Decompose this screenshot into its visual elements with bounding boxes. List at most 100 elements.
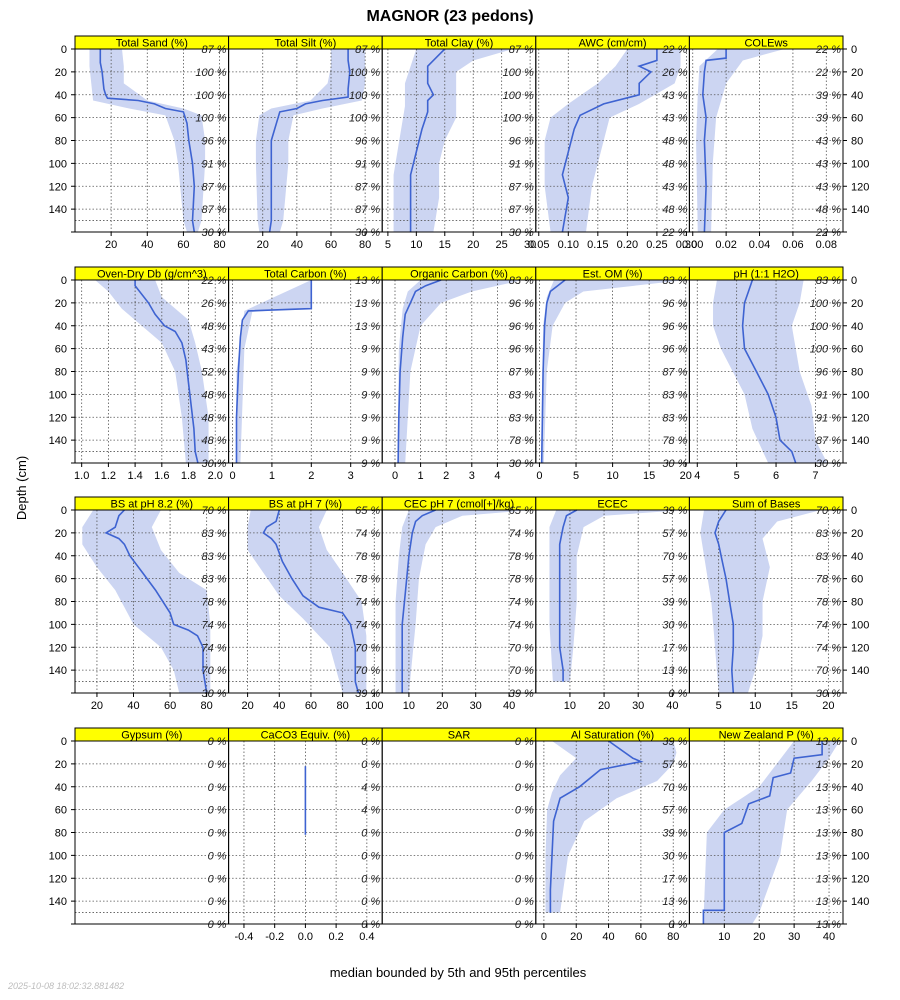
y-tick-label: 60 (55, 113, 67, 125)
pedon-pct-label: 100 % (503, 90, 534, 102)
y-tick-label: 40 (55, 551, 67, 563)
pedon-pct-label: 65 % (355, 505, 380, 517)
y-tick-label: 20 (851, 67, 863, 79)
pedon-pct-label: 83 % (509, 275, 534, 287)
panel-title: pH (1:1 H2O) (733, 269, 798, 281)
pedon-pct-label: 30 % (202, 458, 227, 470)
panel-title: BS at pH 8.2 (%) (111, 499, 194, 511)
pedon-pct-label: 91 % (355, 158, 380, 170)
panel: Total Sand (%) 87 % 100 % 100 % 100 % 96 % 91 … (49, 35, 230, 251)
x-tick-label: 0.15 (587, 239, 608, 251)
x-tick-label: 10 (410, 239, 422, 251)
pedon-pct-label: 74 % (816, 619, 841, 631)
pedon-pct-label: 96 % (509, 298, 534, 310)
y-tick-label: 100 (851, 619, 869, 631)
pedon-pct-label: 74 % (816, 642, 841, 654)
median-line (397, 279, 442, 464)
pedon-pct-label: 43 % (662, 181, 687, 193)
pedon-pct-label: 0 % (515, 736, 534, 748)
pedon-pct-label: 78 % (355, 551, 380, 563)
panel: BS at pH 8.2 (%) 70 % 83 % 83 % 83 % 78 % 74 %… (49, 496, 230, 712)
pedon-pct-label: 0 % (361, 759, 380, 771)
x-tick-label: 10 (564, 700, 576, 712)
y-tick-label: 0 (61, 736, 67, 748)
x-tick-label: -0.4 (234, 931, 253, 943)
x-tick-label: 80 (213, 239, 225, 251)
y-tick-label: 40 (851, 321, 863, 333)
panel: AWC (cm/cm) 22 % 26 % 43 % 43 % 48 % 48 % 43 % 4… (528, 35, 697, 251)
pedon-pct-label: 57 % (662, 759, 687, 771)
x-tick-label: 20 (598, 700, 610, 712)
y-tick-label: 80 (851, 597, 863, 609)
y-tick-label: 80 (851, 367, 863, 379)
y-tick-label: 120 (851, 873, 869, 885)
pedon-pct-label: 65 % (509, 505, 534, 517)
pedon-pct-label: 87 % (202, 204, 227, 216)
pedon-pct-label: 96 % (662, 344, 687, 356)
y-tick-label: 20 (851, 528, 863, 540)
y-tick-label: 140 (851, 435, 869, 447)
pedon-pct-label: 39 % (662, 505, 687, 517)
pedon-pct-label: 78 % (816, 597, 841, 609)
x-tick-label: 15 (643, 470, 655, 482)
y-tick-label: 60 (851, 574, 863, 586)
timestamp: 2025-10-08 18:02:32.881482 (7, 981, 124, 991)
pedon-pct-label: 91 % (509, 158, 534, 170)
x-tick-label: 10 (749, 700, 761, 712)
panel-title: Organic Carbon (%) (410, 269, 508, 281)
x-tick-label: 0 (229, 470, 235, 482)
percentile-band (393, 49, 514, 232)
pedon-pct-label: 9 % (361, 458, 380, 470)
pedon-pct-label: 0 % (361, 896, 380, 908)
x-tick-label: 0.02 (715, 239, 736, 251)
pedon-pct-label: 0 % (515, 919, 534, 931)
pedon-pct-label: 0 % (668, 919, 687, 931)
pedon-pct-label: 0 % (515, 873, 534, 885)
y-tick-label: 0 (61, 275, 67, 287)
panel-title: Total Carbon (%) (264, 269, 347, 281)
panel-title: COLEws (744, 38, 788, 50)
pedon-pct-label: 13 % (816, 850, 841, 862)
x-tick-label: 100 (365, 700, 383, 712)
pedon-pct-label: 96 % (662, 321, 687, 333)
panel-title: Al Saturation (%) (571, 730, 654, 742)
x-tick-label: 0.10 (558, 239, 579, 251)
panel: Total Clay (%) 87 % 100 % 100 % 100 % 96 % 91 … (381, 35, 537, 251)
pedon-pct-label: 78 % (509, 551, 534, 563)
y-tick-label: 40 (55, 782, 67, 794)
x-tick-label: 4 (494, 470, 500, 482)
pedon-pct-label: 100 % (195, 113, 226, 125)
pedon-pct-label: 70 % (816, 505, 841, 517)
x-tick-label: 0.05 (528, 239, 549, 251)
y-tick-label: 140 (49, 665, 67, 677)
x-tick-label: 80 (359, 239, 371, 251)
panel: Sum of Bases 70 % 83 % 83 % 78 % 78 % 74 % 74 %… (688, 496, 869, 712)
pedon-pct-label: 30 % (816, 458, 841, 470)
pedon-pct-label: 39 % (662, 736, 687, 748)
pedon-pct-label: 0 % (668, 688, 687, 700)
median-line (702, 741, 823, 924)
pedon-pct-label: 48 % (202, 389, 227, 401)
x-tick-label: 5 (385, 239, 391, 251)
pedon-pct-label: 13 % (816, 873, 841, 885)
x-tick-label: 0.20 (617, 239, 638, 251)
panel: Est. OM (%) 83 % 96 % 96 % 96 % 87 % 83 % 83 % 7… (535, 266, 692, 482)
pedon-pct-label: 30 % (509, 458, 534, 470)
y-tick-label: 120 (49, 642, 67, 654)
y-tick-label: 80 (55, 136, 67, 148)
pedon-pct-label: 100 % (349, 67, 380, 79)
pedon-pct-label: 39 % (816, 113, 841, 125)
pedon-pct-label: 74 % (355, 528, 380, 540)
median-line (558, 509, 578, 682)
pedon-pct-label: 70 % (662, 782, 687, 794)
y-tick-label: 20 (55, 67, 67, 79)
pedon-pct-label: 87 % (509, 367, 534, 379)
y-tick-label: 100 (49, 158, 67, 170)
pedon-pct-label: 100 % (195, 67, 226, 79)
y-tick-label: 140 (851, 896, 869, 908)
pedon-pct-label: 13 % (355, 321, 380, 333)
pedon-pct-label: 87 % (816, 435, 841, 447)
x-tick-label: 10 (718, 931, 730, 943)
pedon-pct-label: 48 % (202, 412, 227, 424)
